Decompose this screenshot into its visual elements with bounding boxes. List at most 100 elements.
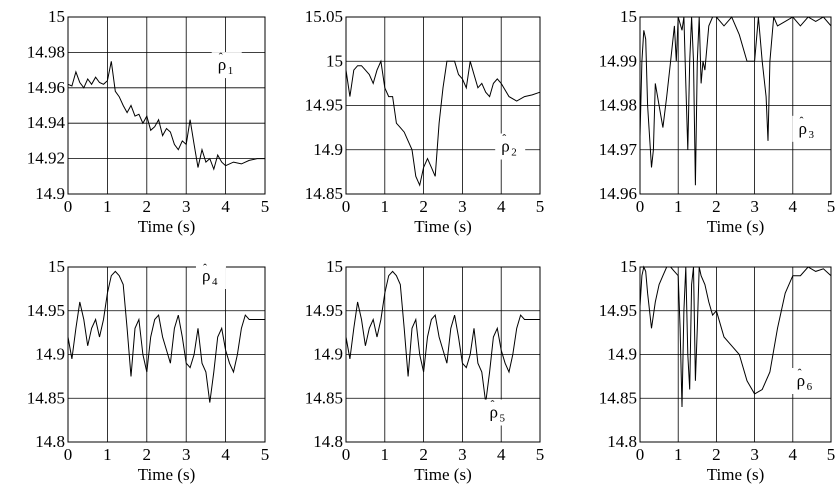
series-line xyxy=(639,265,832,408)
plot-frame xyxy=(345,16,541,195)
hat-accent: ˆ xyxy=(219,50,223,64)
y-tick-label: 14.95 xyxy=(305,96,343,115)
x-tick-label: 2 xyxy=(419,445,428,464)
x-tick-label: 4 xyxy=(221,197,230,216)
y-tick-label: 14.96 xyxy=(599,184,637,203)
x-tick-label: 2 xyxy=(419,197,428,216)
y-tick-label: 14.94 xyxy=(27,113,66,132)
panel-6: 0 1 2 3 4 5 15 14.95 14.9 14.85 14.8 Time (s) ˆρ 6 xyxy=(599,257,836,484)
label-background xyxy=(483,399,514,426)
x-tick-label: 1 xyxy=(674,445,683,464)
label-background xyxy=(792,115,823,142)
x-tick-label: 3 xyxy=(750,197,759,216)
x-axis-label: Time (s) xyxy=(138,217,195,236)
x-tick-label: 4 xyxy=(789,197,798,216)
panel-1: 0 1 2 3 4 5 15 14.98 14.96 14.94 14.92 14.9 Time (s)… xyxy=(27,7,270,236)
y-tick-label: 14.96 xyxy=(27,78,65,97)
x-tick-label: 3 xyxy=(458,197,467,216)
y-tick-label: 14.95 xyxy=(305,301,343,320)
x-tick-label: 1 xyxy=(674,197,683,216)
x-tick-label: 5 xyxy=(536,197,545,216)
y-tick-label: 15 xyxy=(620,257,637,276)
rho-symbol: ρ xyxy=(797,371,805,390)
rho-symbol: ρ xyxy=(490,403,498,422)
x-tick-label: 2 xyxy=(712,445,721,464)
y-tick-label: 14.95 xyxy=(27,301,65,320)
y-tick-label: 14.9 xyxy=(313,140,343,159)
x-axis-label: Time (s) xyxy=(414,217,471,236)
label-background xyxy=(790,368,821,394)
y-tick-label: 14.9 xyxy=(607,345,637,364)
y-tick-label: 14.95 xyxy=(599,301,637,320)
y-tick-label: 14.85 xyxy=(305,184,343,203)
x-tick-label: 1 xyxy=(103,197,112,216)
x-axis-label: Time (s) xyxy=(707,217,764,236)
x-tick-label: 2 xyxy=(143,197,152,216)
y-tick-label: 14.9 xyxy=(35,184,65,203)
y-tick-label: 14.85 xyxy=(599,388,637,407)
x-tick-label: 4 xyxy=(221,445,230,464)
y-tick-label: 15 xyxy=(326,257,343,276)
x-tick-label: 1 xyxy=(381,445,390,464)
y-tick-label: 14.9 xyxy=(35,345,65,364)
x-tick-label: 0 xyxy=(342,197,351,216)
rho-subscript: 3 xyxy=(809,129,815,141)
x-tick-label: 3 xyxy=(182,197,191,216)
series-line xyxy=(67,270,265,403)
plot-frame xyxy=(639,16,832,195)
y-tick-label: 14.98 xyxy=(599,96,637,115)
x-tick-label: 2 xyxy=(143,445,152,464)
x-tick-label: 5 xyxy=(261,445,270,464)
y-tick-label: 14.8 xyxy=(35,432,65,451)
plot-frame xyxy=(67,266,266,443)
x-tick-label: 0 xyxy=(636,445,645,464)
hat-accent: ˆ xyxy=(203,261,207,275)
y-tick-label: 14.97 xyxy=(599,140,638,159)
x-tick-label: 0 xyxy=(342,445,351,464)
y-tick-label: 15 xyxy=(620,7,637,26)
y-tick-label: 14.92 xyxy=(27,149,65,168)
hat-accent: ˆ xyxy=(502,132,506,146)
y-tick-label: 15 xyxy=(48,257,65,276)
hat-accent: ˆ xyxy=(491,398,495,412)
rho-symbol: ρ xyxy=(799,119,807,138)
x-tick-label: 3 xyxy=(750,445,759,464)
x-axis-label: Time (s) xyxy=(707,465,764,484)
x-tick-label: 0 xyxy=(64,197,73,216)
x-axis-label: Time (s) xyxy=(414,465,471,484)
label-background xyxy=(195,263,226,289)
hat-accent: ˆ xyxy=(800,114,804,128)
plot-frame xyxy=(67,16,266,195)
rho-symbol: ρ xyxy=(218,55,226,74)
hat-accent: ˆ xyxy=(798,366,802,380)
x-tick-label: 0 xyxy=(64,445,73,464)
y-tick-label: 14.9 xyxy=(313,345,343,364)
y-tick-label: 15 xyxy=(326,51,343,70)
x-axis-label: Time (s) xyxy=(138,465,195,484)
x-tick-label: 5 xyxy=(261,197,270,216)
series-line xyxy=(345,59,541,187)
label-background xyxy=(495,133,526,160)
x-tick-label: 0 xyxy=(636,197,645,216)
x-tick-label: 3 xyxy=(458,445,467,464)
rho-subscript: 1 xyxy=(228,65,234,77)
x-tick-label: 4 xyxy=(497,445,506,464)
y-tick-label: 15 xyxy=(48,7,65,26)
rho-subscript: 2 xyxy=(511,147,517,159)
rho-subscript: 4 xyxy=(212,276,218,288)
x-tick-label: 4 xyxy=(497,197,506,216)
rho-symbol: ρ xyxy=(501,137,509,156)
series-line xyxy=(67,61,265,171)
x-tick-label: 5 xyxy=(536,445,545,464)
rho-symbol: ρ xyxy=(202,266,210,285)
y-tick-label: 14.85 xyxy=(305,388,343,407)
y-tick-label: 14.8 xyxy=(607,432,637,451)
y-tick-label: 14.99 xyxy=(599,51,637,70)
y-tick-label: 15.05 xyxy=(305,7,343,26)
rho-subscript: 6 xyxy=(807,381,813,393)
x-tick-label: 5 xyxy=(827,197,836,216)
